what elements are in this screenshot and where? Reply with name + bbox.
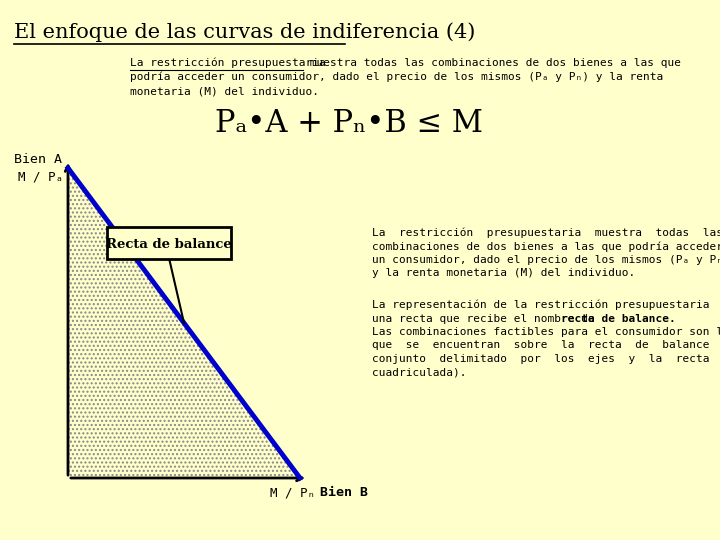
Text: combinaciones de dos bienes a las que podría acceder: combinaciones de dos bienes a las que po… bbox=[372, 241, 720, 252]
Text: M / Pₐ: M / Pₐ bbox=[18, 170, 63, 183]
Text: un consumidor, dado el precio de los mismos (Pₐ y Pₙ): un consumidor, dado el precio de los mis… bbox=[372, 255, 720, 265]
FancyBboxPatch shape bbox=[107, 227, 231, 259]
Text: Pₐ•A + Pₙ•B ≤ M: Pₐ•A + Pₙ•B ≤ M bbox=[215, 108, 483, 139]
Text: conjunto  delimitado  por  los  ejes  y  la  recta  (área: conjunto delimitado por los ejes y la re… bbox=[372, 354, 720, 364]
Text: podría acceder un consumidor, dado el precio de los mismos (Pₐ y Pₙ) y la renta: podría acceder un consumidor, dado el pr… bbox=[130, 72, 663, 83]
Text: La  restricción  presupuestaria  muestra  todas  las: La restricción presupuestaria muestra to… bbox=[372, 228, 720, 239]
Text: Bien B: Bien B bbox=[320, 486, 368, 499]
Text: y la renta monetaria (M) del individuo.: y la renta monetaria (M) del individuo. bbox=[372, 268, 635, 279]
Text: El enfoque de las curvas de indiferencia (4): El enfoque de las curvas de indiferencia… bbox=[14, 22, 475, 42]
Text: Bien A: Bien A bbox=[14, 153, 62, 166]
Text: una recta que recibe el nombre de: una recta que recibe el nombre de bbox=[372, 314, 601, 323]
Text: Recta de balance: Recta de balance bbox=[106, 238, 232, 251]
Text: M / Pₙ: M / Pₙ bbox=[269, 486, 315, 499]
Text: monetaria (M) del individuo.: monetaria (M) del individuo. bbox=[130, 86, 319, 96]
Text: que  se  encuentran  sobre  la  recta  de  balance  y  el: que se encuentran sobre la recta de bala… bbox=[372, 341, 720, 350]
Text: muestra todas las combinaciones de dos bienes a las que: muestra todas las combinaciones de dos b… bbox=[303, 58, 681, 68]
Text: Las combinaciones factibles para el consumidor son las: Las combinaciones factibles para el cons… bbox=[372, 327, 720, 337]
Text: recta de balance.: recta de balance. bbox=[561, 314, 675, 323]
Text: cuadriculada).: cuadriculada). bbox=[372, 368, 467, 377]
Text: La restricción presupuestaria: La restricción presupuestaria bbox=[130, 58, 325, 69]
Text: La representación de la restricción presupuestaria  es: La representación de la restricción pres… bbox=[372, 300, 720, 310]
